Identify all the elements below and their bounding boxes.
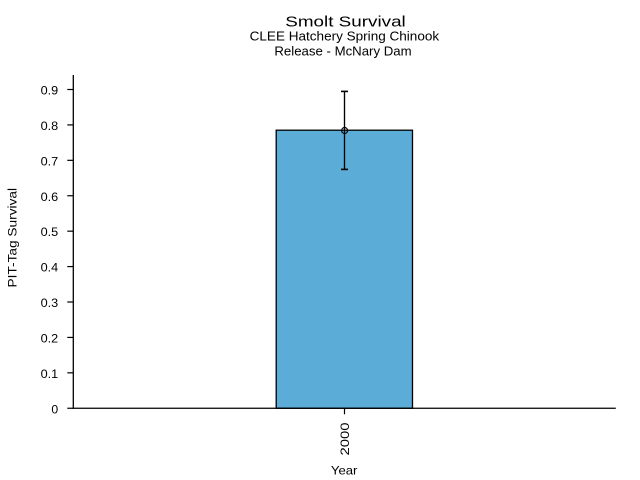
svg-text:CLEE Hatchery Spring Chinook: CLEE Hatchery Spring Chinook [250,28,440,43]
svg-text:Year: Year [331,463,358,477]
svg-text:0.2: 0.2 [41,331,59,345]
svg-text:PIT-Tag Survival: PIT-Tag Survival [6,188,20,288]
svg-text:0.1: 0.1 [41,367,59,381]
svg-text:Smolt Survival: Smolt Survival [285,15,406,31]
svg-text:0.8: 0.8 [41,119,59,133]
svg-text:0.9: 0.9 [41,84,59,98]
svg-text:0.6: 0.6 [41,190,59,204]
svg-text:0.7: 0.7 [41,154,59,168]
svg-text:0.4: 0.4 [41,261,59,275]
svg-text:0.5: 0.5 [41,225,59,239]
svg-text:2000: 2000 [338,422,352,455]
svg-text:0: 0 [51,402,58,416]
svg-text:Release - McNary Dam: Release - McNary Dam [274,43,411,58]
svg-text:0.3: 0.3 [41,296,59,310]
